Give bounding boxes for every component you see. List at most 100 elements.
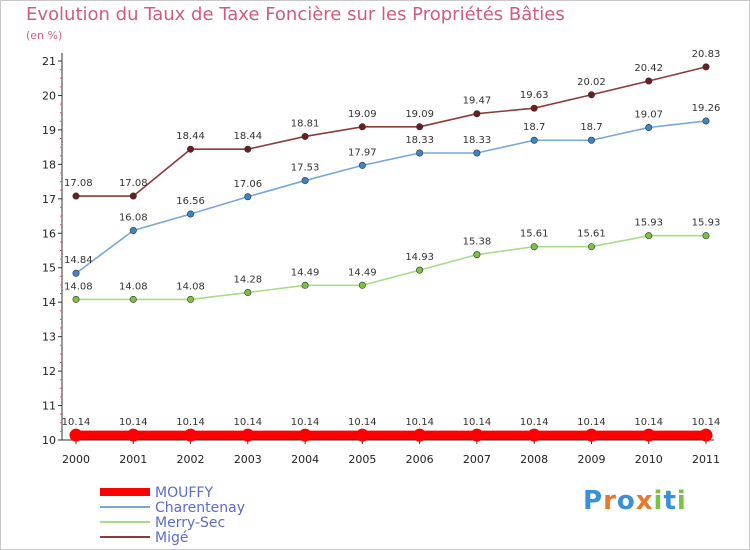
logo-letter: P <box>583 486 604 516</box>
data-label: 10.14 <box>119 417 148 428</box>
data-label: 14.49 <box>348 267 377 278</box>
data-point <box>72 295 80 303</box>
data-label: 18.33 <box>463 135 492 146</box>
x-tick-label: 2007 <box>463 453 491 466</box>
series-line <box>76 234 706 301</box>
y-tick-label: 12 <box>42 365 56 378</box>
x-tick-label: 2005 <box>348 453 376 466</box>
logo-letter: o <box>616 486 636 516</box>
data-point <box>530 243 538 251</box>
data-label: 15.61 <box>577 229 606 240</box>
legend-label: MOUFFY <box>155 485 213 501</box>
data-label: 18.44 <box>233 131 262 142</box>
data-label: 19.26 <box>692 103 721 114</box>
data-label: 20.42 <box>634 63 663 74</box>
data-point <box>473 251 481 259</box>
legend-label: Charentenay <box>155 500 245 516</box>
data-point <box>187 295 195 303</box>
data-point <box>473 110 481 118</box>
logo-letter: r <box>603 486 617 516</box>
y-tick-label: 13 <box>42 331 56 344</box>
data-point <box>413 428 427 442</box>
data-point <box>358 281 366 289</box>
series-mouffy: 10.14 10.14 10.14 10.14 10.14 10.14 10.14 10.14… <box>62 417 721 442</box>
data-label: 17.06 <box>233 179 262 190</box>
data-point <box>587 243 595 251</box>
data-label: 15.61 <box>520 229 549 240</box>
data-label: 19.07 <box>634 109 663 120</box>
data-label: 10.14 <box>634 417 663 428</box>
data-label: 10.14 <box>692 417 721 428</box>
y-tick-label: 11 <box>42 400 56 413</box>
data-label: 20.02 <box>577 77 606 88</box>
x-tick-label: 2008 <box>520 453 548 466</box>
data-label: 10.14 <box>233 417 262 428</box>
data-label: 17.53 <box>291 163 320 174</box>
y-tick-label: 16 <box>42 227 56 240</box>
y-tick-label: 10 <box>42 434 56 447</box>
logo-letter: t <box>663 486 677 516</box>
data-label: 18.7 <box>523 122 545 133</box>
data-label: 18.44 <box>176 131 205 142</box>
data-label: 14.28 <box>233 275 262 286</box>
data-point <box>241 428 255 442</box>
data-point <box>473 149 481 157</box>
data-point <box>642 428 656 442</box>
data-label: 17.08 <box>119 178 148 189</box>
data-point <box>72 192 80 200</box>
data-point <box>587 91 595 99</box>
proxiti-logo: Proxiti <box>583 486 687 516</box>
x-tick-label: 2010 <box>635 453 663 466</box>
data-label: 18.7 <box>580 122 602 133</box>
data-label: 14.08 <box>176 281 205 292</box>
y-tick-label: 19 <box>42 124 56 137</box>
series-line <box>76 66 707 197</box>
data-point <box>129 227 137 235</box>
x-tick-label: 2009 <box>577 453 605 466</box>
data-point <box>645 123 653 131</box>
y-tick-label: 21 <box>42 55 56 68</box>
data-label: 15.93 <box>634 218 663 229</box>
data-point <box>584 428 598 442</box>
x-tick-label: 2000 <box>62 453 90 466</box>
data-point <box>301 281 309 289</box>
y-tick-label: 14 <box>42 296 56 309</box>
data-point <box>530 136 538 144</box>
data-point <box>702 232 710 240</box>
data-label: 19.09 <box>348 109 377 120</box>
data-point <box>470 428 484 442</box>
data-point <box>358 123 366 131</box>
data-point <box>244 145 252 153</box>
data-point <box>527 428 541 442</box>
data-label: 14.93 <box>405 252 434 263</box>
data-label: 15.38 <box>463 237 492 248</box>
data-point <box>416 266 424 274</box>
y-unit-label: (en %) <box>26 29 63 42</box>
series-migé: 17.08 17.08 18.44 18.44 18.81 19.09 19.09 19.47… <box>64 49 720 200</box>
series-line <box>75 120 707 274</box>
legend-label: Merry-Sec <box>155 515 225 531</box>
data-label: 16.56 <box>176 196 205 207</box>
data-point <box>244 193 252 201</box>
x-tick-label: 2002 <box>177 453 205 466</box>
data-label: 18.81 <box>291 118 320 129</box>
x-tick-label: 2011 <box>692 453 720 466</box>
data-point <box>129 295 137 303</box>
data-point <box>244 289 252 297</box>
data-label: 14.08 <box>64 281 93 292</box>
data-label: 10.14 <box>577 417 606 428</box>
y-tick-label: 20 <box>42 89 56 102</box>
data-point <box>72 269 80 277</box>
data-label: 15.93 <box>692 218 721 229</box>
data-point <box>530 104 538 112</box>
legend-label: Migé <box>155 530 188 546</box>
x-tick-label: 2003 <box>234 453 262 466</box>
data-point <box>699 428 713 442</box>
data-point <box>416 149 424 157</box>
data-label: 19.63 <box>520 90 549 101</box>
y-tick-label: 18 <box>42 158 56 171</box>
data-label: 10.14 <box>176 417 205 428</box>
data-label: 10.14 <box>348 417 377 428</box>
data-label: 10.14 <box>463 417 492 428</box>
